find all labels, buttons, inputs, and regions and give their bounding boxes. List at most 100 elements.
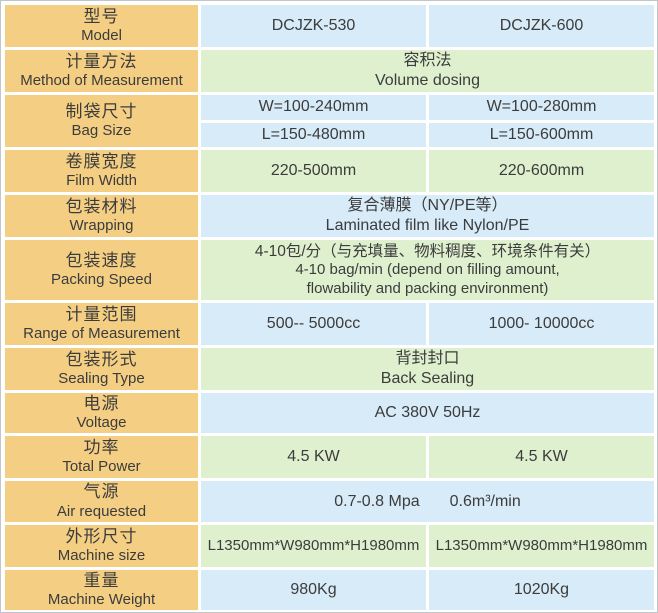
- label-zh: 功率: [83, 437, 120, 457]
- row-values: 复合薄膜（NY/PE等） Laminated film like Nylon/P…: [201, 195, 654, 237]
- bag-size-grid: W=100-240mm W=100-280mm L=150-480mm L=15…: [201, 95, 654, 147]
- row-measurement-method: 计量方法 Method of Measurement 容积法 Volume do…: [5, 50, 654, 92]
- weight-value-530: 980Kg: [201, 570, 426, 610]
- value-zh: 容积法: [403, 52, 452, 69]
- row-values: AC 380V 50Hz: [201, 393, 654, 433]
- label-en: Range of Measurement: [23, 325, 180, 343]
- label-en: Packing Speed: [51, 271, 152, 289]
- range-value-600: 1000- 10000cc: [429, 303, 654, 345]
- label-en: Total Power: [62, 458, 141, 476]
- label-zh: 包装材料: [65, 196, 138, 216]
- value-en: Volume dosing: [375, 72, 480, 89]
- weight-value-600: 1020Kg: [429, 570, 654, 610]
- label-en: Machine Weight: [47, 591, 156, 609]
- value-en: Laminated film like Nylon/PE: [325, 217, 530, 234]
- row-label-model: 型号 Model: [5, 5, 198, 47]
- label-zh: 电源: [83, 393, 120, 413]
- value-zh: 4-10包/分（与充填量、物料稠度、环境条件有关）: [254, 242, 601, 260]
- label-zh: 计量方法: [65, 51, 138, 71]
- label-zh: 计量范围: [65, 304, 138, 324]
- value-en-line2: flowability and packing environment): [306, 279, 549, 297]
- row-values: 背封封口 Back Sealing: [201, 348, 654, 390]
- label-zh: 外形尺寸: [65, 526, 138, 546]
- model-value-530: DCJZK-530: [201, 5, 426, 47]
- row-label-packing-speed: 包装速度 Packing Speed: [5, 240, 198, 300]
- row-film-width: 卷膜宽度 Film Width 220-500mm 220-600mm: [5, 150, 654, 192]
- label-en: Film Width: [66, 172, 137, 190]
- row-label-film-width: 卷膜宽度 Film Width: [5, 150, 198, 192]
- row-values: 0.7-0.8 Mpa 0.6m³/min: [201, 481, 654, 522]
- label-en: Sealing Type: [58, 370, 145, 388]
- row-values: L1350mm*W980mm*H1980mm L1350mm*W980mm*H1…: [201, 525, 654, 567]
- film-width-530: 220-500mm: [201, 150, 426, 192]
- packing-speed-value: 4-10包/分（与充填量、物料稠度、环境条件有关） 4-10 bag/min (…: [201, 240, 654, 300]
- row-label-measurement-method: 计量方法 Method of Measurement: [5, 50, 198, 92]
- label-en: Voltage: [76, 414, 127, 432]
- value-zh: 背封封口: [395, 350, 460, 367]
- row-sealing-type: 包装形式 Sealing Type 背封封口 Back Sealing: [5, 348, 654, 390]
- row-values: 4-10包/分（与充填量、物料稠度、环境条件有关） 4-10 bag/min (…: [201, 240, 654, 300]
- wrapping-value: 复合薄膜（NY/PE等） Laminated film like Nylon/P…: [201, 195, 654, 237]
- row-label-total-power: 功率 Total Power: [5, 436, 198, 478]
- value-en: Back Sealing: [380, 370, 475, 387]
- measurement-method-value: 容积法 Volume dosing: [201, 50, 654, 92]
- label-zh: 包装形式: [65, 349, 138, 369]
- row-label-machine-size: 外形尺寸 Machine size: [5, 525, 198, 567]
- air-flow: 0.6m³/min: [449, 492, 521, 510]
- row-values: DCJZK-530 DCJZK-600: [201, 5, 654, 47]
- air-value-line: 0.7-0.8 Mpa 0.6m³/min: [334, 492, 521, 512]
- size-value-530: L1350mm*W980mm*H1980mm: [201, 525, 426, 567]
- bag-width-530: W=100-240mm: [201, 95, 426, 120]
- row-values: 980Kg 1020Kg: [201, 570, 654, 610]
- row-label-voltage: 电源 Voltage: [5, 393, 198, 433]
- row-machine-weight: 重量 Machine Weight 980Kg 1020Kg: [5, 570, 654, 610]
- row-wrapping: 包装材料 Wrapping 复合薄膜（NY/PE等） Laminated fil…: [5, 195, 654, 237]
- label-zh: 包装速度: [65, 250, 138, 270]
- row-voltage: 电源 Voltage AC 380V 50Hz: [5, 393, 654, 433]
- row-label-measurement-range: 计量范围 Range of Measurement: [5, 303, 198, 345]
- row-total-power: 功率 Total Power 4.5 KW 4.5 KW: [5, 436, 654, 478]
- row-values: 容积法 Volume dosing: [201, 50, 654, 92]
- power-value-600: 4.5 KW: [429, 436, 654, 478]
- value-zh: 复合薄膜（NY/PE等）: [347, 197, 508, 214]
- model-value-600: DCJZK-600: [429, 5, 654, 47]
- row-values: 220-500mm 220-600mm: [201, 150, 654, 192]
- range-value-530: 500-- 5000cc: [201, 303, 426, 345]
- row-measurement-range: 计量范围 Range of Measurement 500-- 5000cc 1…: [5, 303, 654, 345]
- sealing-type-value: 背封封口 Back Sealing: [201, 348, 654, 390]
- row-values: 500-- 5000cc 1000- 10000cc: [201, 303, 654, 345]
- row-label-sealing-type: 包装形式 Sealing Type: [5, 348, 198, 390]
- voltage-value: AC 380V 50Hz: [201, 393, 654, 433]
- bag-length-600: L=150-600mm: [429, 122, 654, 147]
- label-en: Air requested: [56, 502, 147, 520]
- row-label-wrapping: 包装材料 Wrapping: [5, 195, 198, 237]
- row-machine-size: 外形尺寸 Machine size L1350mm*W980mm*H1980mm…: [5, 525, 654, 567]
- bag-width-600: W=100-280mm: [429, 95, 654, 120]
- row-air-requested: 气源 Air requested 0.7-0.8 Mpa 0.6m³/min: [5, 481, 654, 522]
- film-width-600: 220-600mm: [429, 150, 654, 192]
- label-zh: 卷膜宽度: [65, 151, 138, 171]
- row-label-bag-size: 制袋尺寸 Bag Size: [5, 95, 198, 147]
- label-en: Bag Size: [71, 122, 132, 140]
- size-value-600: L1350mm*W980mm*H1980mm: [429, 525, 654, 567]
- row-model: 型号 Model DCJZK-530 DCJZK-600: [5, 5, 654, 47]
- row-packing-speed: 包装速度 Packing Speed 4-10包/分（与充填量、物料稠度、环境条…: [5, 240, 654, 300]
- row-bag-size: 制袋尺寸 Bag Size W=100-240mm W=100-280mm L=…: [5, 95, 654, 147]
- power-value-530: 4.5 KW: [201, 436, 426, 478]
- bag-length-530: L=150-480mm: [201, 122, 426, 147]
- label-zh: 重量: [83, 570, 120, 590]
- label-en: Machine size: [57, 547, 146, 565]
- label-en: Wrapping: [69, 217, 134, 235]
- row-values: 4.5 KW 4.5 KW: [201, 436, 654, 478]
- value-en-line1: 4-10 bag/min (depend on filling amount,: [295, 260, 560, 278]
- row-label-air-requested: 气源 Air requested: [5, 481, 198, 522]
- label-zh: 制袋尺寸: [65, 101, 138, 121]
- air-pressure: 0.7-0.8 Mpa: [334, 492, 420, 510]
- label-en: Method of Measurement: [20, 72, 183, 90]
- label-zh: 型号: [83, 6, 120, 26]
- label-en: Model: [81, 27, 122, 45]
- label-zh: 气源: [83, 482, 120, 502]
- row-label-machine-weight: 重量 Machine Weight: [5, 570, 198, 610]
- air-value: 0.7-0.8 Mpa 0.6m³/min: [201, 481, 654, 522]
